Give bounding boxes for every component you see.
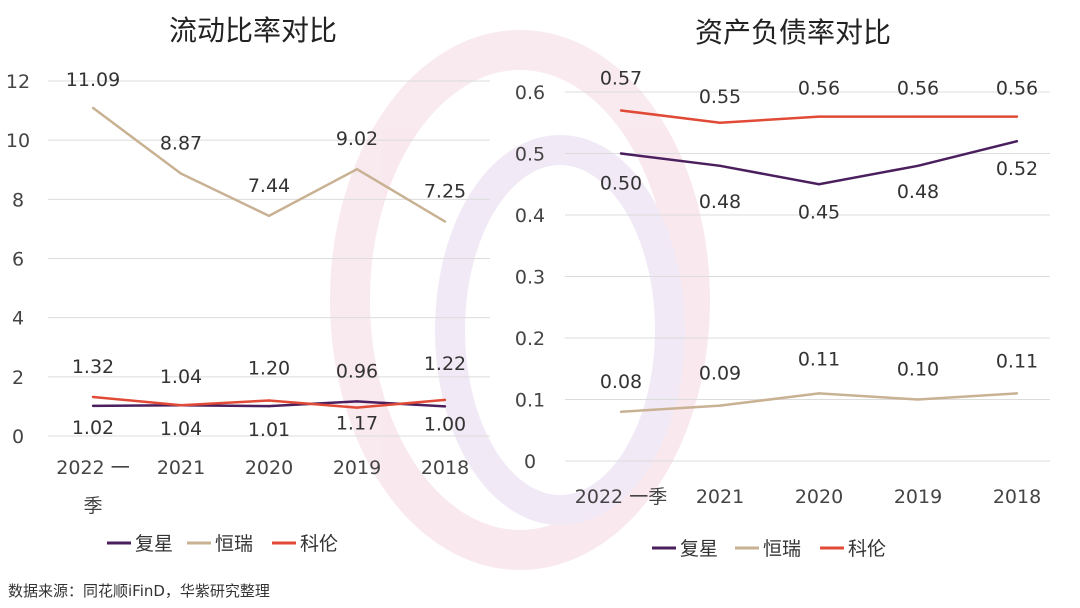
chart-title: 流动比率对比 <box>169 14 337 47</box>
data-point <box>718 404 722 407</box>
data-point <box>718 164 722 167</box>
legend-label: 科伦 <box>300 533 338 555</box>
data-point <box>355 400 359 403</box>
x-tick-label: 季 <box>83 495 102 517</box>
x-tick-label: 2018 <box>421 457 469 479</box>
data-label: 0.52 <box>996 158 1038 180</box>
data-point <box>91 395 95 399</box>
data-point <box>179 404 183 407</box>
data-point <box>1015 140 1019 143</box>
data-label: 0.11 <box>996 350 1038 372</box>
source-note: 数据来源：同花顺iFinD，华紫研究整理 <box>8 582 270 600</box>
y-tick-label: 0 <box>12 426 24 448</box>
watermark <box>330 30 710 570</box>
y-tick-label: 6 <box>12 249 24 271</box>
data-label: 0.56 <box>798 78 840 100</box>
data-label: 8.87 <box>160 133 202 155</box>
x-tick-label: 2020 <box>245 457 293 479</box>
x-tick-label: 2021 <box>157 457 205 479</box>
x-tick-label: 2021 <box>696 486 744 508</box>
y-tick-label: 10 <box>6 130 30 152</box>
data-point <box>267 399 271 402</box>
data-label: 0.56 <box>897 78 939 100</box>
y-tick-label: 0.5 <box>515 144 545 166</box>
data-label: 1.01 <box>248 419 290 441</box>
y-tick-label: 0.4 <box>515 205 545 227</box>
y-tick-label: 0.3 <box>515 267 545 289</box>
data-label: 1.22 <box>424 353 466 375</box>
data-point <box>1015 115 1019 118</box>
data-label: 0.48 <box>699 191 741 213</box>
data-point <box>91 404 95 408</box>
data-point <box>443 398 447 402</box>
y-tick-label: 8 <box>12 189 24 211</box>
data-label: 0.57 <box>600 67 642 89</box>
data-label: 0.08 <box>600 371 642 393</box>
data-point <box>916 164 920 167</box>
x-tick-label: 2018 <box>993 486 1041 508</box>
data-point <box>355 406 359 409</box>
data-point <box>619 152 623 155</box>
y-tick-label: 2 <box>12 367 24 389</box>
data-point <box>267 404 271 408</box>
data-point <box>443 220 447 223</box>
data-label: 0.45 <box>798 201 840 223</box>
data-point <box>619 109 623 112</box>
data-label: 11.09 <box>66 69 120 91</box>
x-tick-label: 2022 一 <box>56 457 129 479</box>
data-point <box>355 167 359 171</box>
y-tick-label: 0.2 <box>515 328 545 350</box>
data-label: 0.50 <box>600 173 642 195</box>
data-label: 1.04 <box>160 418 202 440</box>
legend-label: 恒瑞 <box>763 538 801 560</box>
chart-title: 资产负债率对比 <box>695 16 891 49</box>
y-tick-label: 0.1 <box>515 390 545 412</box>
data-label: 0.56 <box>996 78 1038 100</box>
data-label: 7.25 <box>424 181 466 203</box>
y-tick-label: 0.6 <box>515 82 545 104</box>
data-label: 0.96 <box>336 361 378 383</box>
data-label: 1.32 <box>72 356 114 378</box>
data-point <box>1015 392 1019 395</box>
x-tick-label: 2020 <box>795 486 843 508</box>
data-label: 0.48 <box>897 181 939 203</box>
data-point <box>817 392 821 395</box>
data-point <box>718 121 722 124</box>
data-point <box>91 106 95 110</box>
y-tick-label: 4 <box>12 308 24 330</box>
data-point <box>916 115 920 118</box>
data-label: 0.55 <box>699 86 741 108</box>
data-label: 0.09 <box>699 363 741 385</box>
data-point <box>267 214 271 218</box>
legend-label: 复星 <box>135 533 173 555</box>
data-label: 0.10 <box>897 359 939 381</box>
data-label: 1.17 <box>336 412 378 434</box>
data-label: 0.11 <box>798 348 840 370</box>
data-label: 1.20 <box>248 358 290 380</box>
x-tick-label: 2019 <box>333 457 381 479</box>
data-point <box>817 183 821 186</box>
data-point <box>619 410 623 413</box>
data-point <box>916 398 920 401</box>
x-tick-label: 2019 <box>894 486 942 508</box>
data-label: 1.04 <box>160 366 202 388</box>
legend-label: 科伦 <box>848 538 886 560</box>
data-point <box>443 405 447 408</box>
y-tick-label: 12 <box>6 71 30 93</box>
legend-label: 复星 <box>680 538 718 560</box>
data-label: 1.02 <box>72 417 114 439</box>
data-point <box>817 115 821 118</box>
y-tick-label: 0 <box>524 451 536 473</box>
x-tick-label: 2022 一季 <box>575 486 667 508</box>
legend-label: 恒瑞 <box>215 533 253 555</box>
data-label: 7.44 <box>248 175 290 197</box>
data-point <box>179 172 183 175</box>
data-label: 9.02 <box>336 128 378 150</box>
data-label: 1.00 <box>424 413 466 435</box>
